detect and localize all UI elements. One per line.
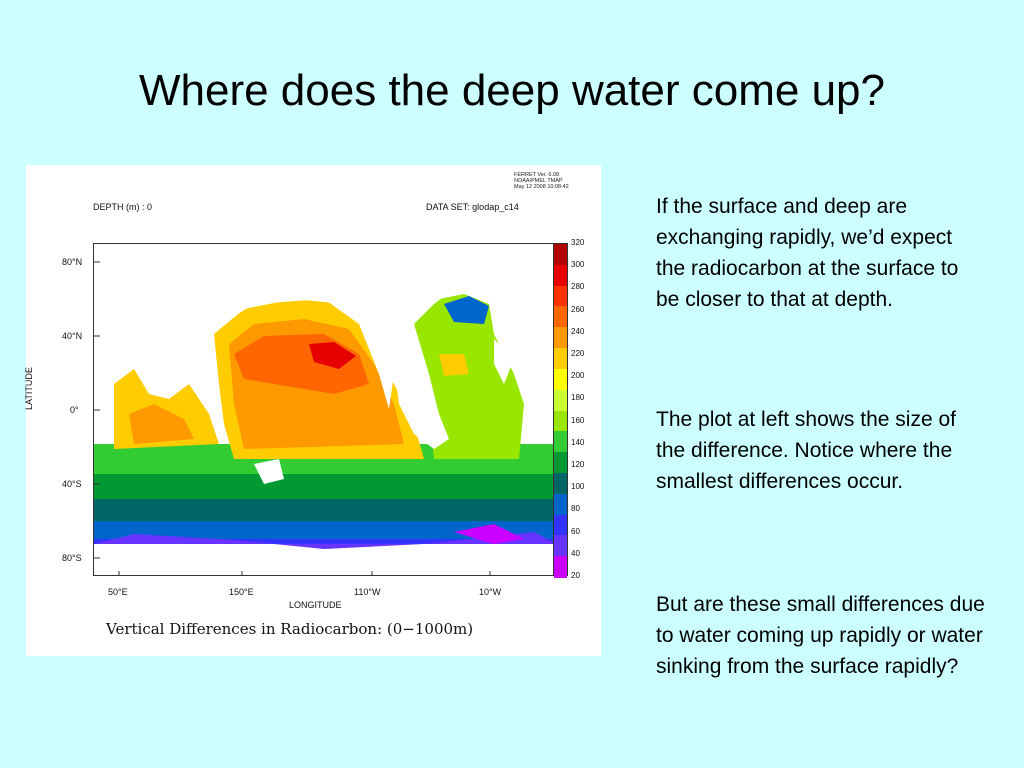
text-block-2: The plot at left shows the size of the d…: [656, 408, 956, 493]
colorbar-label: 100: [571, 482, 585, 492]
text-block-3: But are these small differences due to w…: [656, 593, 985, 678]
dataset-label: DATA SET: glodap_c14: [426, 202, 519, 212]
colorbar-label: 140: [571, 437, 585, 447]
colorbar-label: 280: [571, 282, 585, 292]
colorbar-label: 40: [571, 548, 580, 558]
colorbar-swatch: [554, 327, 567, 349]
colorbar-swatch: [554, 410, 567, 432]
colorbar-label: 300: [571, 260, 585, 270]
x-tick-label: 110°W: [354, 587, 381, 597]
colorbar-label: 260: [571, 304, 585, 314]
southern-ocean-violet: [94, 532, 555, 549]
colorbar-swatch: [554, 493, 567, 516]
text-block-1: If the surface and deep are exchanging r…: [656, 195, 959, 311]
southern-ocean-magenta: [454, 524, 524, 544]
colorbar-label: 180: [571, 393, 585, 403]
ferret-stamp: FERRET Ver. 6.08 NOAA/PMEL TMAP May 12 2…: [514, 172, 594, 190]
atlantic-ocean: [414, 294, 524, 459]
colorbar-label: 160: [571, 415, 585, 425]
figure-caption: Vertical Differences in Radiocarbon: (0−…: [106, 620, 474, 638]
pacific-hotspot: [309, 342, 356, 369]
y-tick-label: 0°: [70, 405, 79, 415]
colorbar-swatch: [554, 389, 567, 411]
y-tick-label: 40°S: [62, 479, 82, 489]
x-axis-label: LONGITUDE: [289, 600, 342, 610]
x-tick-label: 150°E: [229, 587, 254, 597]
ocean-band: [94, 521, 555, 539]
colorbar-swatch: [554, 556, 567, 578]
map-svg: [94, 244, 555, 575]
colorbar-swatch: [554, 244, 567, 266]
colorbar-swatch: [554, 285, 567, 307]
depth-label: DEPTH (m) : 0: [93, 202, 153, 212]
colorbar: [553, 243, 568, 578]
colorbar-swatch: [554, 431, 567, 453]
colorbar-label: 60: [571, 526, 580, 536]
map-plot: [93, 243, 556, 576]
australia-landmass: [254, 459, 284, 484]
africa-landmass: [494, 339, 514, 384]
indian-ocean-core: [129, 404, 194, 444]
colorbar-swatch: [554, 368, 567, 391]
ocean-band: [94, 474, 555, 499]
colorbar-swatch: [554, 348, 567, 370]
colorbar-label: 240: [571, 326, 585, 336]
colorbar-label: 20: [571, 571, 580, 580]
stamp-line: FERRET Ver. 6.08: [514, 172, 560, 178]
colorbar-swatch: [554, 472, 567, 495]
antarctica: [94, 544, 555, 575]
slide-title: Where does the deep water come up?: [138, 66, 885, 115]
colorbar-swatch: [554, 306, 567, 328]
colorbar-swatch: [554, 535, 567, 557]
y-axis-label: LATITUDE: [24, 367, 34, 410]
colorbar-label: 320: [571, 238, 585, 247]
americas-landmass: [394, 324, 449, 449]
atlantic-patch: [439, 354, 469, 376]
radiocarbon-map-figure: FERRET Ver. 6.08 NOAA/PMEL TMAP May 12 2…: [24, 165, 601, 656]
northern-landmass: [94, 244, 555, 409]
colorbar-label: 200: [571, 371, 585, 381]
y-tick-label: 80°S: [62, 553, 82, 563]
stamp-line: May 12 2008 10:08:42: [514, 184, 569, 190]
north-atlantic: [444, 296, 489, 324]
colorbar-label: 80: [571, 504, 580, 514]
stamp-line: NOAA/PMEL TMAP: [514, 178, 563, 184]
colorbar-label: 120: [571, 460, 585, 469]
colorbar-swatch: [554, 452, 567, 474]
y-tick-label: 80°N: [62, 257, 83, 267]
colorbar-swatch: [554, 514, 567, 536]
ocean-band: [94, 499, 555, 521]
colorbar-swatch: [554, 264, 567, 287]
colorbar-label: 220: [571, 349, 585, 358]
x-tick-label: 50°E: [108, 587, 128, 597]
y-tick-label: 40°N: [62, 331, 83, 341]
x-tick-label: 10°W: [479, 587, 502, 597]
